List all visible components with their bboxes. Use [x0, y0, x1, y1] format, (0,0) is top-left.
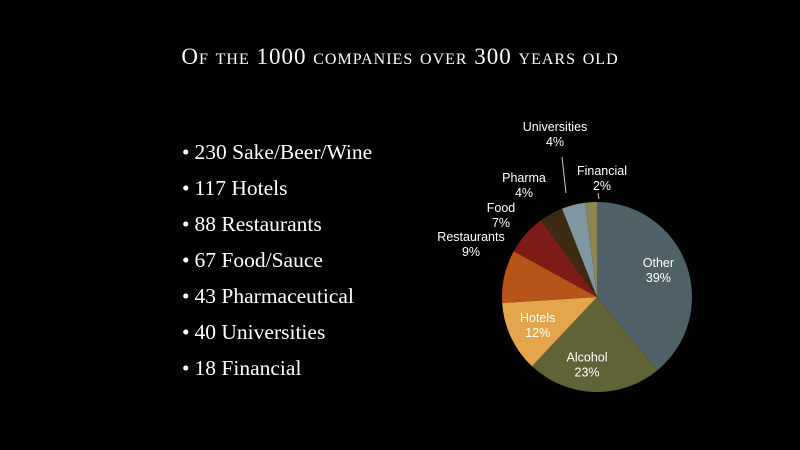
bullet-item: 230 Sake/Beer/Wine — [182, 134, 373, 170]
pie-value-other: 39% — [646, 271, 671, 285]
pie-slice-financial — [585, 202, 597, 297]
pie-value-restaurants: 9% — [462, 245, 480, 259]
pie-slice-pharma — [541, 208, 597, 297]
bullet-item: 40 Universities — [182, 314, 372, 350]
bullet-item: 117 Hotels — [182, 170, 372, 206]
pie-value-alcohol: 23% — [575, 366, 600, 380]
pie-label-alcohol: Alcohol — [567, 351, 608, 365]
bullet-item: 88 Restaurants — [182, 206, 372, 242]
pie-label-financial: Financial — [577, 164, 627, 178]
pie-label-restaurants: Restaurants — [437, 230, 504, 244]
bullet-item: 18 Financial — [182, 350, 372, 386]
bullet-item: 43 Pharmaceutical — [182, 278, 372, 314]
pie-label-food: Food — [487, 201, 516, 215]
leader-line-financial — [597, 192, 600, 200]
leader-line-universities — [561, 156, 567, 194]
pie-slice-other — [597, 202, 692, 371]
pie-value-financial: 2% — [593, 179, 611, 193]
pie-slice-food — [513, 220, 597, 297]
pie-slice-hotels — [502, 297, 597, 367]
pie-slice-universities — [562, 202, 597, 297]
bullet-list: 230 Sake/Beer/Wine 117 Hotels 88 Restaur… — [182, 134, 373, 386]
pie-slice-restaurants — [502, 251, 597, 303]
bullet-item: 67 Food/Sauce — [182, 242, 372, 278]
pie-slice-alcohol — [531, 297, 658, 392]
pie-value-hotels: 12% — [525, 326, 550, 340]
pie-value-pharma: 4% — [515, 186, 533, 200]
pie-value-universities: 4% — [546, 135, 564, 149]
pie-label-hotels: Hotels — [520, 311, 555, 325]
slide-title: Of the 1000 companies over 300 years old — [181, 44, 619, 69]
pie-label-other: Other — [643, 256, 674, 270]
pie-value-food: 7% — [492, 216, 510, 230]
pie-label-pharma: Pharma — [502, 171, 546, 185]
pie-label-universities: Universities — [523, 120, 588, 134]
